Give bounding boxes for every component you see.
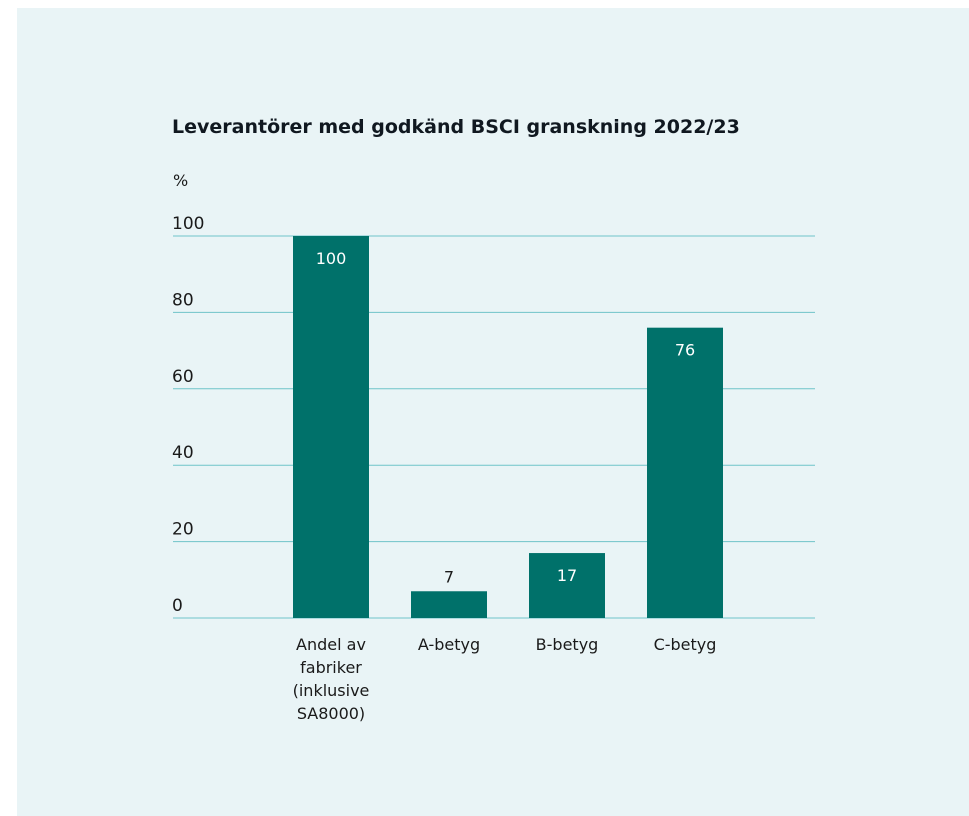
x-category-label-line: (inklusive xyxy=(293,681,370,700)
x-category-label-line: C-betyg xyxy=(654,635,717,654)
x-category-label-1: A-betyg xyxy=(418,635,480,654)
chart-title: Leverantörer med godkänd BSCI granskning… xyxy=(172,116,740,138)
y-tick-label-20: 20 xyxy=(172,520,194,540)
x-category-label-2: B-betyg xyxy=(536,635,599,654)
x-category-label-line: SA8000) xyxy=(297,704,365,723)
x-category-label-0: Andel av fabriker (inklusive SA8000) xyxy=(293,635,370,723)
y-tick-label-60: 60 xyxy=(172,367,194,387)
y-tick-label-0: 0 xyxy=(172,596,183,616)
bar-value-label-0: 100 xyxy=(316,249,347,268)
x-category-label-line: A-betyg xyxy=(418,635,480,654)
x-category-label-line: Andel av xyxy=(296,635,366,654)
x-category-label-3: C-betyg xyxy=(654,635,717,654)
bar-2 xyxy=(529,553,605,618)
y-tick-label-80: 80 xyxy=(172,290,194,310)
x-category-label-line: fabriker xyxy=(300,658,362,677)
bar-1 xyxy=(411,591,487,618)
bar-3 xyxy=(647,327,723,618)
x-category-label-line: B-betyg xyxy=(536,635,599,654)
bar-value-label-3: 76 xyxy=(675,341,695,360)
y-axis-unit-label: % xyxy=(173,171,189,190)
bar-0 xyxy=(293,236,369,618)
bar-value-label-1: 7 xyxy=(444,567,454,586)
y-tick-label-100: 100 xyxy=(172,214,204,234)
chart-panel xyxy=(17,8,969,816)
bar-value-label-2: 17 xyxy=(557,566,577,585)
y-tick-label-40: 40 xyxy=(172,443,194,463)
